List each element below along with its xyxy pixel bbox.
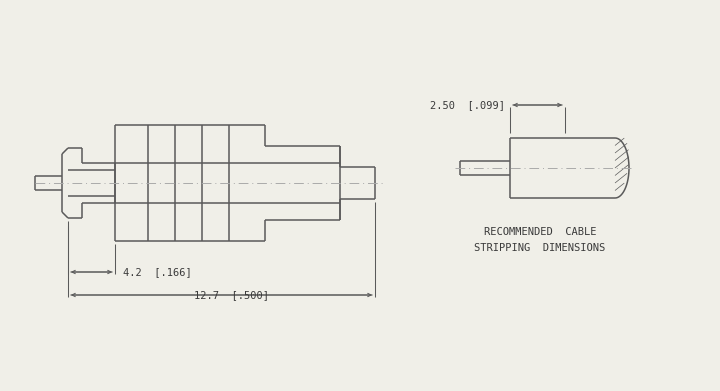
Text: 2.50  [.099]: 2.50 [.099]: [430, 100, 505, 110]
Text: STRIPPING  DIMENSIONS: STRIPPING DIMENSIONS: [474, 243, 606, 253]
Text: RECOMMENDED  CABLE: RECOMMENDED CABLE: [484, 227, 596, 237]
Text: 12.7  [.500]: 12.7 [.500]: [194, 290, 269, 300]
Text: 4.2  [.166]: 4.2 [.166]: [123, 267, 192, 277]
